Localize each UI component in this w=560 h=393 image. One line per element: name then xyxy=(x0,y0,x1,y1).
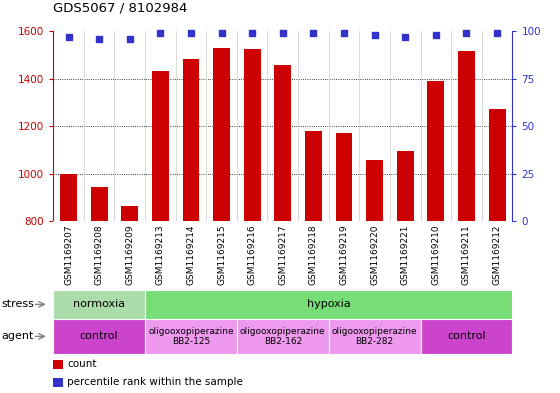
Point xyxy=(431,32,440,39)
Bar xyxy=(421,319,512,354)
Text: GSM1169220: GSM1169220 xyxy=(370,224,379,285)
Point xyxy=(493,30,502,37)
Bar xyxy=(122,206,138,221)
Text: percentile rank within the sample: percentile rank within the sample xyxy=(67,377,243,387)
Bar xyxy=(237,319,329,354)
Bar xyxy=(152,70,169,221)
Text: GSM1169215: GSM1169215 xyxy=(217,224,226,285)
Text: GSM1169208: GSM1169208 xyxy=(95,224,104,285)
Bar xyxy=(91,187,108,221)
Bar xyxy=(145,290,512,319)
Text: oligooxopiperazine
BB2-162: oligooxopiperazine BB2-162 xyxy=(240,327,325,346)
Text: agent: agent xyxy=(1,331,34,342)
Text: GSM1169210: GSM1169210 xyxy=(431,224,440,285)
Text: count: count xyxy=(67,359,96,369)
Bar xyxy=(458,51,475,221)
Text: GSM1169209: GSM1169209 xyxy=(125,224,134,285)
Text: oligooxopiperazine
BB2-282: oligooxopiperazine BB2-282 xyxy=(332,327,417,346)
Text: GSM1169217: GSM1169217 xyxy=(278,224,287,285)
Bar xyxy=(60,174,77,221)
Bar xyxy=(329,319,421,354)
Bar xyxy=(53,378,63,387)
Bar xyxy=(53,360,63,369)
Point xyxy=(156,30,165,37)
Bar xyxy=(274,64,291,221)
Bar xyxy=(427,81,444,221)
Text: GSM1169211: GSM1169211 xyxy=(462,224,471,285)
Text: stress: stress xyxy=(1,299,34,309)
Point xyxy=(95,36,104,42)
Point xyxy=(401,34,410,40)
Point xyxy=(339,30,348,37)
Bar xyxy=(366,160,383,221)
Text: GSM1169221: GSM1169221 xyxy=(401,224,410,285)
Bar xyxy=(335,133,352,221)
Point xyxy=(309,30,318,37)
Bar xyxy=(213,48,230,221)
Text: GSM1169216: GSM1169216 xyxy=(248,224,256,285)
Text: GDS5067 / 8102984: GDS5067 / 8102984 xyxy=(53,2,188,15)
Point xyxy=(370,32,379,39)
Bar xyxy=(305,131,322,221)
Point xyxy=(462,30,471,37)
Text: GSM1169212: GSM1169212 xyxy=(493,224,502,285)
Bar xyxy=(397,151,414,221)
Point xyxy=(64,34,73,40)
Point xyxy=(278,30,287,37)
Text: GSM1169213: GSM1169213 xyxy=(156,224,165,285)
Bar xyxy=(183,59,199,221)
Text: hypoxia: hypoxia xyxy=(307,299,351,309)
Text: GSM1169219: GSM1169219 xyxy=(339,224,348,285)
Bar xyxy=(53,290,145,319)
Bar xyxy=(53,319,145,354)
Text: GSM1169214: GSM1169214 xyxy=(186,224,195,285)
Text: control: control xyxy=(80,331,118,342)
Point xyxy=(248,30,256,37)
Bar xyxy=(489,109,506,221)
Text: oligooxopiperazine
BB2-125: oligooxopiperazine BB2-125 xyxy=(148,327,234,346)
Bar xyxy=(244,49,260,221)
Point xyxy=(186,30,195,37)
Point xyxy=(125,36,134,42)
Text: control: control xyxy=(447,331,486,342)
Text: normoxia: normoxia xyxy=(73,299,125,309)
Text: GSM1169207: GSM1169207 xyxy=(64,224,73,285)
Text: GSM1169218: GSM1169218 xyxy=(309,224,318,285)
Point xyxy=(217,30,226,37)
Bar xyxy=(145,319,237,354)
